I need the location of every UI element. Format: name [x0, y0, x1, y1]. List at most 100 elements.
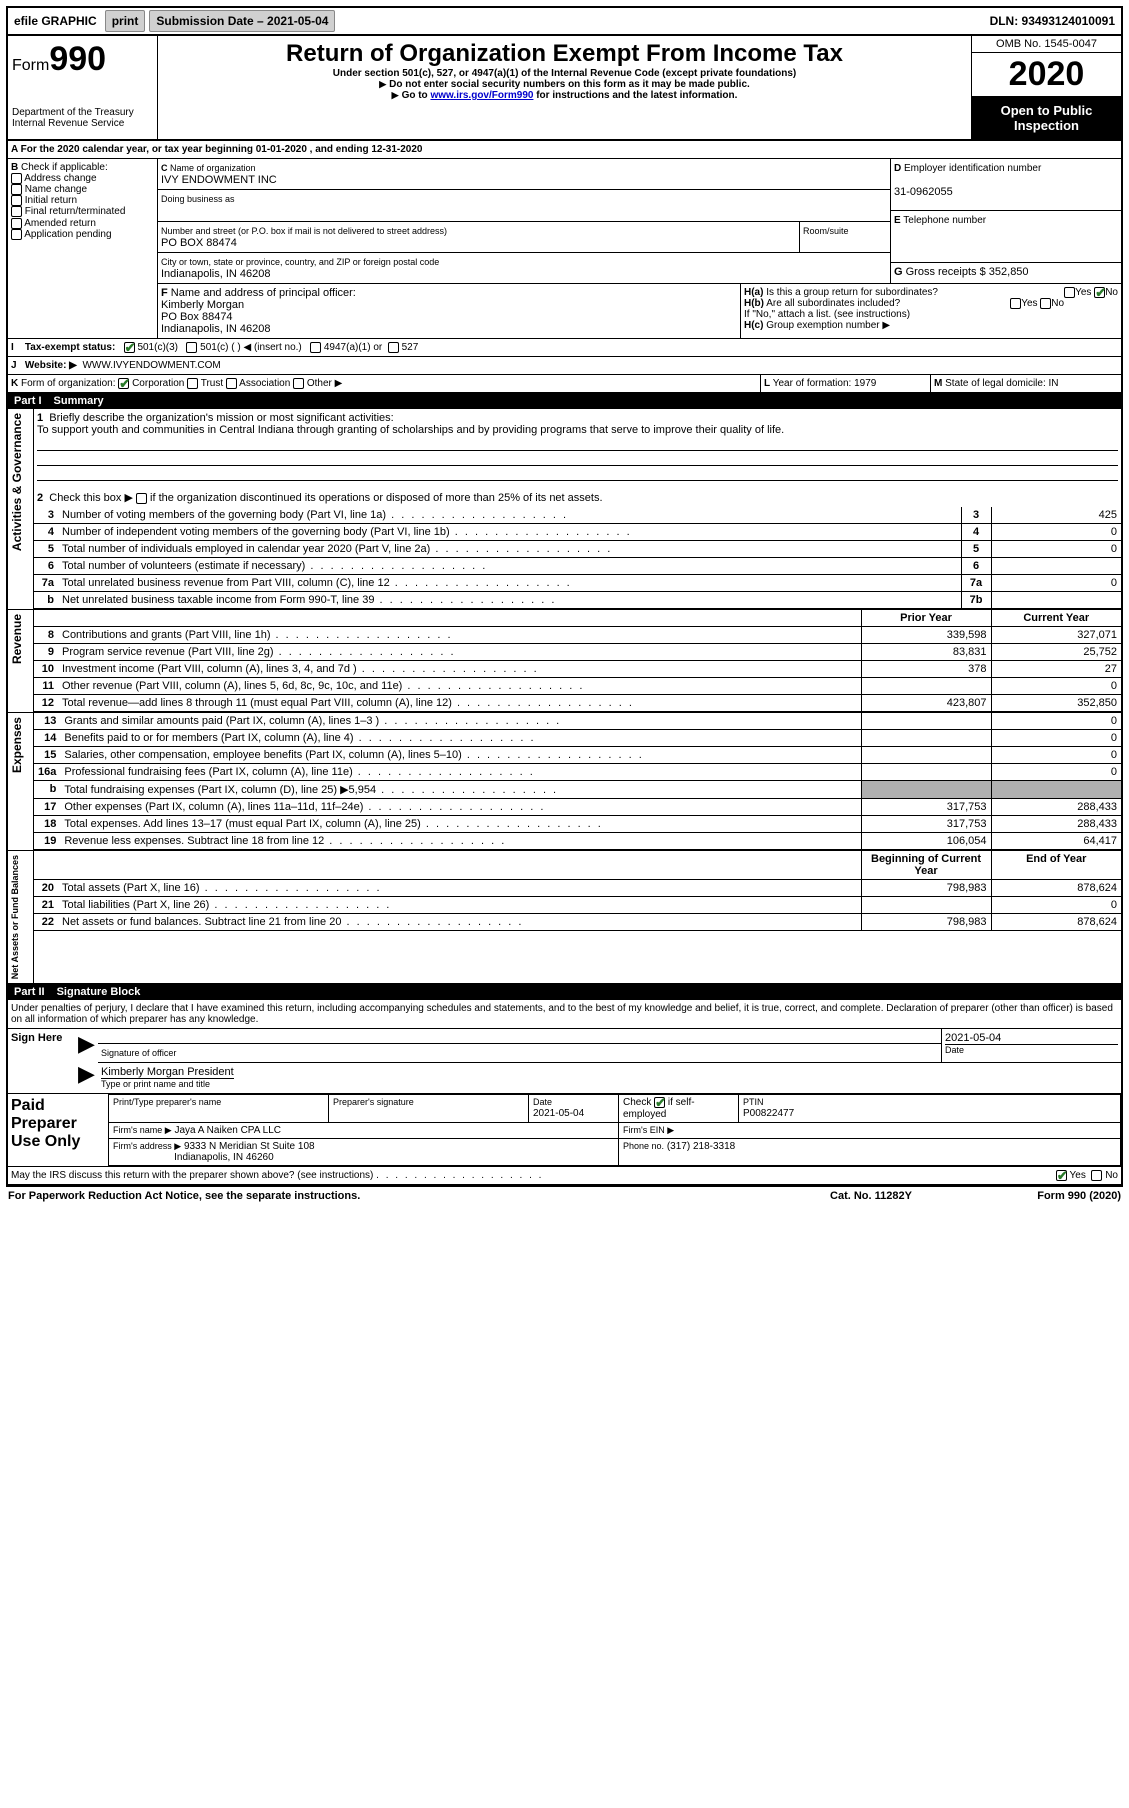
print-button[interactable]: print	[105, 10, 146, 32]
checkbox-name-change[interactable]	[11, 184, 22, 195]
opt-initial: Initial return	[25, 195, 77, 206]
section-j: J Website: ▶ WWW.IVYENDOWMENT.COM	[8, 357, 1121, 375]
discuss-no[interactable]	[1091, 1170, 1102, 1181]
firm-ein-label: Firm's EIN ▶	[623, 1125, 674, 1135]
prep-sig-label: Preparer's signature	[333, 1097, 414, 1107]
checkbox-final-return[interactable]	[11, 206, 22, 217]
cb-527[interactable]	[388, 342, 399, 353]
form-word: Form	[12, 57, 49, 74]
submission-date-button[interactable]: Submission Date – 2021-05-04	[149, 10, 335, 32]
col-boy: Beginning of Current Year	[861, 851, 991, 880]
l2-text: Check this box ▶ if the organization dis…	[49, 492, 602, 504]
dn: No	[1105, 1170, 1118, 1181]
discuss-yes[interactable]	[1056, 1170, 1067, 1181]
org-city: Indianapolis, IN 46208	[161, 268, 270, 280]
table-row: 7aTotal unrelated business revenue from …	[34, 575, 1121, 592]
no-txt2: No	[1051, 298, 1064, 309]
ein-label: Employer identification number	[904, 163, 1041, 174]
ha-yes[interactable]	[1064, 287, 1075, 298]
checkbox-address-change[interactable]	[11, 173, 22, 184]
firm-name-label: Firm's name ▶	[113, 1125, 172, 1135]
m-label: State of legal domicile:	[945, 378, 1046, 389]
part2-header: Part II Signature Block	[8, 984, 1121, 1000]
part1-header: Part I Summary	[8, 393, 1121, 409]
irs-link[interactable]: www.irs.gov/Form990	[430, 90, 533, 101]
officer-addr2: Indianapolis, IN 46208	[161, 323, 270, 335]
ha-no[interactable]	[1094, 287, 1105, 298]
self-emp-cell: Check if self-employed	[619, 1095, 739, 1122]
sig-date: 2021-05-04	[945, 1032, 1001, 1044]
paid-prep-text: Paid Preparer Use Only	[11, 1097, 80, 1150]
cb-trust[interactable]	[187, 378, 198, 389]
table-na: Beginning of Current Year End of Year 20…	[34, 851, 1121, 931]
col-eoy: End of Year	[991, 851, 1121, 880]
dy: Yes	[1070, 1170, 1086, 1181]
gross-value: 352,850	[989, 266, 1029, 278]
table-row: 17Other expenses (Part IX, column (A), l…	[34, 799, 1121, 816]
i-opt1: 501(c) ( ) ◀ (insert no.)	[200, 342, 302, 353]
checkbox-app-pending[interactable]	[11, 229, 22, 240]
cb-other[interactable]	[293, 378, 304, 389]
cb-4947[interactable]	[310, 342, 321, 353]
part1-expenses: Expenses 13Grants and similar amounts pa…	[8, 713, 1121, 851]
cb-501c[interactable]	[186, 342, 197, 353]
cb-501c3[interactable]	[124, 342, 135, 353]
opt-address: Address change	[24, 173, 96, 184]
hb-yes[interactable]	[1010, 298, 1021, 309]
preparer-table: Print/Type preparer's name Preparer's si…	[108, 1094, 1121, 1165]
paid-preparer-label: Paid Preparer Use Only	[8, 1094, 108, 1165]
table-row: 22Net assets or fund balances. Subtract …	[34, 914, 1121, 931]
section-fh: F Name and address of principal officer:…	[158, 284, 1121, 338]
k0: Corporation	[132, 378, 184, 389]
section-m: M State of legal domicile: IN	[931, 375, 1121, 392]
section-bcdefg: B Check if applicable: Address change Na…	[8, 159, 1121, 339]
ha-label: Is this a group return for subordinates?	[766, 287, 938, 298]
checkbox-initial-return[interactable]	[11, 195, 22, 206]
hb-no[interactable]	[1040, 298, 1051, 309]
header-block: Form990 Department of the Treasury Inter…	[8, 36, 1121, 141]
declaration: Under penalties of perjury, I declare th…	[8, 1000, 1121, 1029]
cb-assoc[interactable]	[226, 378, 237, 389]
side-ag: Activities & Governance	[8, 409, 34, 609]
section-b-label: Check if applicable:	[21, 162, 108, 173]
footer-form: Form 990 (2020)	[961, 1190, 1121, 1202]
side-rev: Revenue	[8, 610, 34, 712]
part2-num: Part II	[14, 986, 45, 998]
yes-txt2: Yes	[1021, 298, 1037, 309]
table-row: 15Salaries, other compensation, employee…	[34, 747, 1121, 764]
section-i: I Tax-exempt status: 501(c)(3) 501(c) ( …	[8, 339, 1121, 357]
m-value: IN	[1049, 378, 1059, 389]
footer-cat: Cat. No. 11282Y	[781, 1190, 961, 1202]
firm-addr1: 9333 N Meridian St Suite 108	[184, 1141, 315, 1152]
section-c: C Name of organization IVY ENDOWMENT INC…	[158, 159, 891, 283]
dba-label: Doing business as	[161, 194, 235, 204]
sign-here-block: Sign Here ▶▶ Signature of officer 2021-0…	[8, 1029, 1121, 1094]
form-number: Form990	[12, 40, 153, 79]
goto-post: for instructions and the latest informat…	[533, 90, 737, 101]
name-title-label: Type or print name and title	[101, 1079, 210, 1089]
firm-addr-label: Firm's address ▶	[113, 1141, 181, 1151]
cb-discontinued[interactable]	[136, 493, 147, 504]
table-row: 4Number of independent voting members of…	[34, 524, 1121, 541]
sign-here-label: Sign Here	[8, 1029, 78, 1093]
form-container: efile GRAPHIC print Submission Date – 20…	[6, 6, 1123, 1187]
table-row: 12Total revenue—add lines 8 through 11 (…	[34, 695, 1121, 712]
header-left: Form990 Department of the Treasury Inter…	[8, 36, 158, 139]
part1-revenue: Revenue Prior Year Current Year 8Contrib…	[8, 610, 1121, 713]
k1: Trust	[201, 378, 223, 389]
table-row: 5Total number of individuals employed in…	[34, 541, 1121, 558]
header-center: Return of Organization Exempt From Incom…	[158, 36, 971, 139]
goto-pre: Go to	[392, 90, 431, 101]
ag-content: 1 Briefly describe the organization's mi…	[34, 409, 1121, 609]
checkbox-amended[interactable]	[11, 218, 22, 229]
cb-corp[interactable]	[118, 378, 129, 389]
form-990-number: 990	[49, 40, 106, 78]
officer-label: Name and address of principal officer:	[171, 287, 356, 299]
footer-pra: For Paperwork Reduction Act Notice, see …	[8, 1190, 781, 1202]
form-title: Return of Organization Exempt From Incom…	[162, 40, 967, 68]
line1: 1 Briefly describe the organization's mi…	[34, 409, 1121, 488]
table-row: 9Program service revenue (Part VIII, lin…	[34, 644, 1121, 661]
line-a: A For the 2020 calendar year, or tax yea…	[8, 141, 1121, 159]
cb-self-emp[interactable]	[654, 1097, 665, 1108]
sig-officer-label: Signature of officer	[101, 1048, 176, 1058]
